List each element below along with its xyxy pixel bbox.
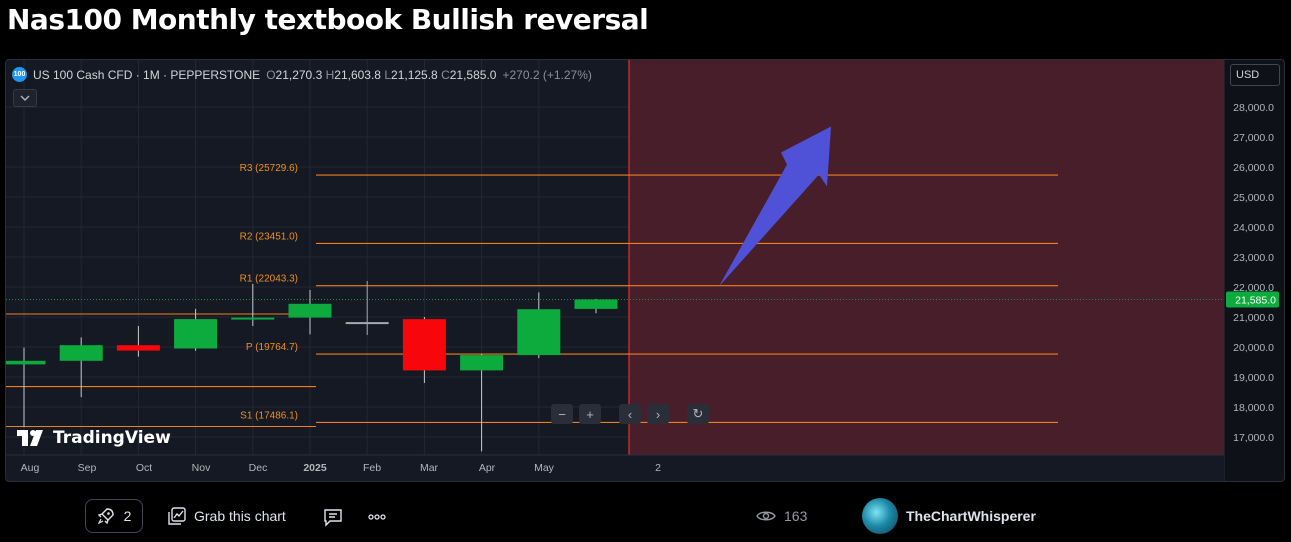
reset-chart-button[interactable]: ↻ bbox=[687, 404, 709, 424]
candle-body bbox=[574, 299, 618, 309]
time-tick-label: Sep bbox=[78, 462, 97, 474]
boost-count: 2 bbox=[123, 508, 132, 524]
price-tick-label: 20,000.0 bbox=[1233, 342, 1274, 354]
time-tick-label: May bbox=[534, 462, 555, 474]
close-value: 21,585.0 bbox=[449, 67, 497, 82]
candle-body bbox=[174, 319, 218, 349]
candle-body bbox=[460, 355, 504, 371]
currency-selector[interactable]: USD bbox=[1230, 64, 1280, 86]
tradingview-watermark: TradingView bbox=[17, 428, 171, 448]
price-tick-label: 22,000.0 bbox=[1233, 282, 1274, 294]
price-chart[interactable]: R3 (25729.6) R2 (23451.0) R1 (22043.3) P (1… bbox=[6, 60, 1284, 481]
projection-zone bbox=[629, 60, 1224, 455]
idea-footer: 2 Grab this chart 163 TheChartWhisperer bbox=[0, 494, 1291, 542]
time-tick-label: Aug bbox=[21, 462, 40, 474]
time-tick-label: 2 bbox=[655, 462, 661, 474]
price-tick-label: 28,000.0 bbox=[1233, 102, 1274, 114]
author-profile[interactable]: TheChartWhisperer bbox=[862, 498, 1036, 534]
zoom-in-button[interactable]: + bbox=[579, 404, 601, 424]
author-name[interactable]: TheChartWhisperer bbox=[906, 508, 1036, 524]
view-count-value: 163 bbox=[784, 508, 808, 524]
comment-icon bbox=[324, 509, 342, 527]
candle-body bbox=[59, 345, 103, 361]
low-value: 21,125.8 bbox=[391, 67, 438, 82]
last-price-tag bbox=[1226, 291, 1279, 308]
price-tick-label: 21,000.0 bbox=[1233, 312, 1274, 324]
page-title: Nas100 Monthly textbook Bullish reversal bbox=[7, 3, 649, 36]
pivot-level-label: R3 (25729.6) bbox=[240, 163, 298, 174]
price-tick-label: 26,000.0 bbox=[1233, 162, 1274, 174]
open-value: 21,270.3 bbox=[275, 67, 323, 82]
candle-body bbox=[6, 360, 46, 365]
time-tick-label: Dec bbox=[249, 462, 268, 474]
candle-body bbox=[517, 309, 561, 356]
time-tick-label: Nov bbox=[192, 462, 211, 474]
pivot-level-label: S1 (17486.1) bbox=[240, 410, 298, 421]
chart-snapshot-icon bbox=[168, 507, 186, 525]
candle-body bbox=[402, 319, 446, 371]
price-tick-label: 27,000.0 bbox=[1233, 132, 1274, 144]
price-tick-label: 23,000.0 bbox=[1233, 252, 1274, 264]
symbol-name[interactable]: US 100 Cash CFD · 1M · PEPPERSTONE bbox=[33, 67, 261, 82]
pivot-level-label: P (19764.7) bbox=[246, 342, 298, 353]
change-value: +270.2 (+1.27%) bbox=[502, 67, 592, 82]
grab-chart-button[interactable]: Grab this chart bbox=[167, 506, 286, 526]
eye-icon bbox=[756, 511, 776, 521]
last-price-label: 21,585.0 bbox=[1235, 294, 1276, 306]
avatar[interactable] bbox=[862, 498, 898, 534]
symbol-logo-icon: 100 bbox=[12, 67, 27, 82]
price-tick-label: 18,000.0 bbox=[1233, 402, 1274, 414]
tradingview-logo-icon bbox=[17, 430, 43, 446]
price-tick-label: 17,000.0 bbox=[1233, 432, 1274, 444]
time-axis bbox=[6, 455, 1224, 481]
time-tick-label: Apr bbox=[479, 462, 496, 474]
grab-chart-label: Grab this chart bbox=[194, 508, 286, 524]
time-tick-label: Oct bbox=[136, 462, 152, 474]
time-tick-label: Mar bbox=[420, 462, 439, 474]
pivot-level-label: R2 (23451.0) bbox=[240, 231, 298, 242]
price-tick-label: 24,000.0 bbox=[1233, 222, 1274, 234]
candle-body bbox=[288, 303, 332, 318]
zoom-out-button[interactable]: − bbox=[551, 404, 573, 424]
rocket-icon bbox=[97, 508, 114, 525]
comment-button[interactable] bbox=[323, 507, 343, 532]
chart-nav-controls[interactable]: − + ‹ › ↻ bbox=[551, 404, 709, 424]
price-axis bbox=[1224, 60, 1284, 481]
price-tick-label: 25,000.0 bbox=[1233, 192, 1274, 204]
more-options-button[interactable] bbox=[367, 507, 387, 530]
view-count: 163 bbox=[756, 508, 807, 524]
more-dots-icon bbox=[368, 514, 386, 520]
legend-collapse-button[interactable] bbox=[13, 89, 37, 107]
bullish-arrow bbox=[719, 126, 831, 287]
candle-body bbox=[345, 322, 389, 325]
tradingview-wordmark: TradingView bbox=[53, 428, 171, 448]
chevron-down-icon bbox=[20, 95, 30, 101]
symbol-legend[interactable]: 100 US 100 Cash CFD · 1M · PEPPERSTONE O… bbox=[12, 67, 592, 82]
ohlc-values: O21,270.3 H21,603.8 L21,125.8 C21,585.0 bbox=[266, 67, 497, 82]
candle-body bbox=[116, 345, 160, 351]
candle-body bbox=[231, 317, 275, 320]
scroll-right-button[interactable]: › bbox=[647, 404, 669, 424]
high-value: 21,603.8 bbox=[334, 67, 381, 82]
scroll-left-button[interactable]: ‹ bbox=[619, 404, 641, 424]
time-tick-label: 2025 bbox=[303, 462, 327, 474]
pivot-level-label: R1 (22043.3) bbox=[240, 274, 298, 285]
time-tick-label: Feb bbox=[363, 462, 381, 474]
price-tick-label: 19,000.0 bbox=[1233, 372, 1274, 384]
boost-button[interactable]: 2 bbox=[85, 499, 143, 533]
chart-panel[interactable]: R3 (25729.6) R2 (23451.0) R1 (22043.3) P (1… bbox=[5, 59, 1285, 482]
